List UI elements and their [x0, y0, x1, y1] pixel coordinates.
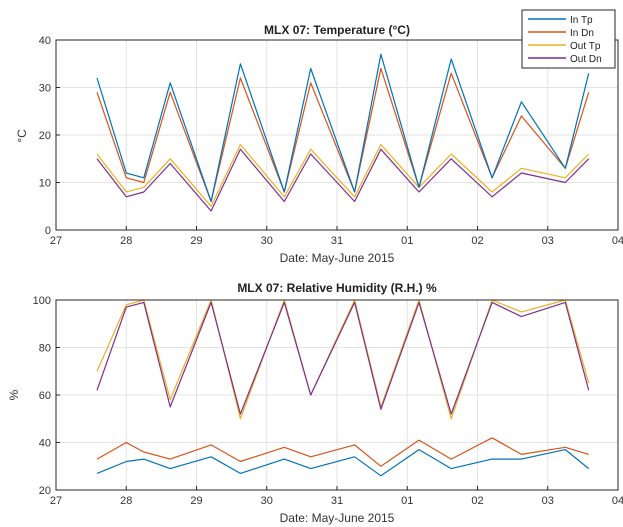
humidity-x-tick-label: 29: [190, 495, 202, 507]
humidity-x-tick-label: 27: [50, 495, 62, 507]
temperature-x-ticks: 27 28 29 30 31 01 02 03 04: [50, 226, 623, 247]
temperature-series-in-tp: [96, 53, 590, 203]
temperature-x-tick-label: 31: [331, 235, 343, 247]
humidity-y-tick-label: 60: [39, 390, 51, 402]
temperature-x-tick-label: 29: [190, 235, 202, 247]
humidity-y-tick-label: 40: [39, 438, 51, 450]
humidity-x-tick-label: 02: [471, 495, 483, 507]
temperature-series-out-dn: [96, 148, 590, 212]
humidity-series-out-dn: [96, 301, 590, 415]
legend-label-out-tp: Out Tp: [570, 41, 601, 52]
temperature-series: [96, 53, 590, 212]
humidity-series-in-dn: [96, 437, 589, 467]
temperature-x-tick-label: 27: [50, 235, 62, 247]
humidity-y-tick-label: 20: [39, 485, 51, 497]
temperature-y-tick-label: 0: [45, 225, 51, 237]
temperature-x-tick-label: 02: [471, 235, 483, 247]
humidity-x-tick-label: 03: [542, 495, 554, 507]
humidity-x-ticks: 27 28 29 30 31 01 02 03 04: [50, 486, 623, 507]
humidity-series-in-tp: [96, 449, 590, 477]
legend-label-in-dn: In Dn: [570, 28, 594, 39]
temperature-x-tick-label: 28: [120, 235, 132, 247]
temperature-x-tick-label: 01: [401, 235, 413, 247]
humidity-y-tick-label: 80: [39, 343, 51, 355]
temperature-series-out-tp: [96, 143, 590, 207]
temperature-y-tick-label: 10: [39, 178, 51, 190]
temperature-series-in-dn: [96, 67, 590, 203]
humidity-x-label: Date: May-June 2015: [280, 511, 395, 525]
humidity-x-tick-label: 28: [120, 495, 132, 507]
humidity-y-tick-label: 100: [33, 295, 51, 307]
legend: In Tp In Dn Out Tp Out Dn: [521, 9, 616, 69]
temperature-panel: 27 28 29 30 31 01 02 03 04 0 10 20 30 40 MLX 07: Tem…: [15, 9, 623, 265]
legend-label-out-dn: Out Dn: [570, 54, 602, 65]
humidity-x-tick-label: 31: [331, 495, 343, 507]
temperature-title: MLX 07: Temperature (°C): [264, 23, 410, 37]
temperature-y-label: °C: [15, 129, 29, 143]
humidity-y-label: %: [7, 389, 21, 400]
temperature-y-ticks: 0 10 20 30 40: [39, 35, 60, 237]
temperature-y-tick-label: 30: [39, 83, 51, 95]
legend-label-in-tp: In Tp: [570, 15, 593, 26]
temperature-x-tick-label: 04: [612, 235, 623, 247]
humidity-title: MLX 07: Relative Humidity (R.H.) %: [237, 281, 437, 295]
humidity-x-tick-label: 04: [612, 495, 623, 507]
temperature-x-tick-label: 03: [542, 235, 554, 247]
humidity-series: [96, 299, 590, 477]
humidity-x-tick-label: 01: [401, 495, 413, 507]
humidity-x-tick-label: 30: [261, 495, 273, 507]
temperature-y-tick-label: 20: [39, 130, 51, 142]
humidity-y-ticks: 20 40 60 80 100: [33, 295, 60, 497]
temperature-y-tick-label: 40: [39, 35, 51, 47]
humidity-panel: 27 28 29 30 31 01 02 03 04 20 40 60 80 100 MLX 07: R…: [7, 281, 623, 525]
temperature-x-tick-label: 30: [261, 235, 273, 247]
temperature-x-label: Date: May-June 2015: [280, 251, 395, 265]
